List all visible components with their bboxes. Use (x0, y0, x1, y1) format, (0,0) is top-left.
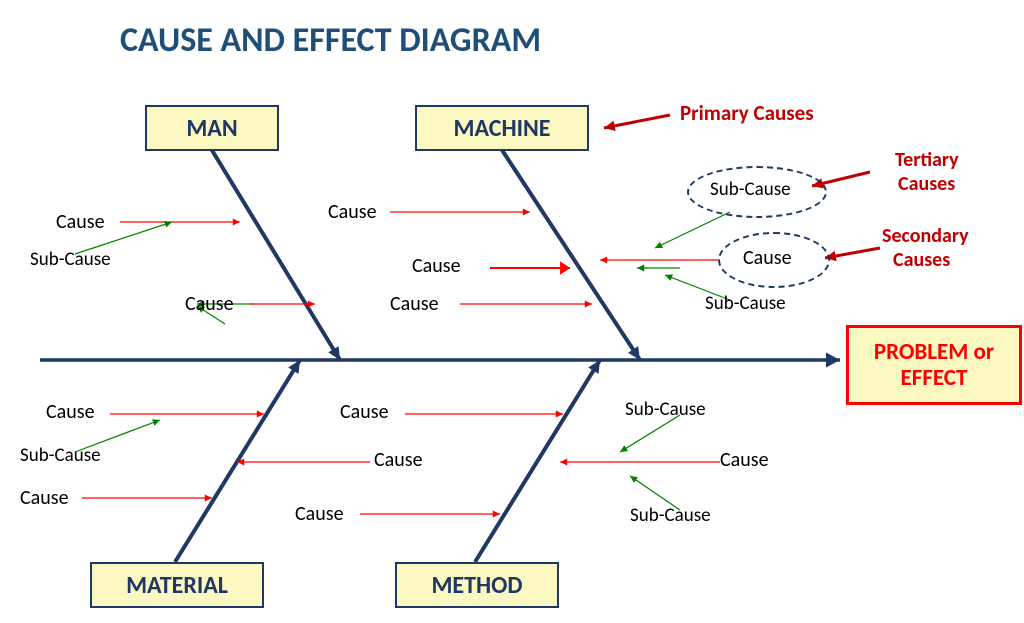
category-box: MACHINE (415, 105, 589, 151)
cause-label: Cause (295, 502, 344, 526)
subcause-label: Sub-Cause (20, 444, 101, 467)
category-label: MACHINE (454, 114, 551, 143)
category-box: MATERIAL (90, 562, 264, 608)
cause-label: Cause (412, 254, 461, 278)
effect-label: PROBLEM or EFFECT (849, 339, 1019, 392)
annotation-label: Secondary (882, 224, 969, 248)
subcause-label: Sub-Cause (625, 398, 706, 421)
annotation-label: Causes (898, 172, 955, 196)
cause-label: Cause (720, 448, 769, 472)
category-box: MAN (145, 105, 279, 151)
category-box: METHOD (395, 562, 559, 608)
subcause-label: Sub-Cause (705, 292, 786, 315)
cause-label: Cause (340, 400, 389, 424)
highlight-ellipse (687, 166, 827, 218)
annotation-label: Tertiary (895, 148, 959, 172)
subcause-label: Sub-Cause (630, 504, 711, 527)
cause-label: Cause (56, 210, 105, 234)
cause-label: Cause (20, 486, 69, 510)
cause-label: Cause (46, 400, 95, 424)
cause-label: Cause (328, 200, 377, 224)
cause-label: Cause (390, 292, 439, 316)
effect-box: PROBLEM or EFFECT (846, 325, 1022, 405)
annotation-label: Causes (893, 248, 950, 272)
annotation-label: Primary Causes (680, 100, 814, 126)
subcause-label: Sub-Cause (30, 248, 111, 271)
diagram-title: CAUSE AND EFFECT DIAGRAM (120, 20, 541, 61)
category-label: MATERIAL (126, 571, 228, 600)
category-label: METHOD (431, 571, 522, 600)
highlight-ellipse (718, 232, 830, 288)
cause-label: Cause (185, 292, 234, 316)
diagram-svg (0, 0, 1024, 623)
cause-label: Cause (374, 448, 423, 472)
category-label: MAN (186, 114, 237, 143)
